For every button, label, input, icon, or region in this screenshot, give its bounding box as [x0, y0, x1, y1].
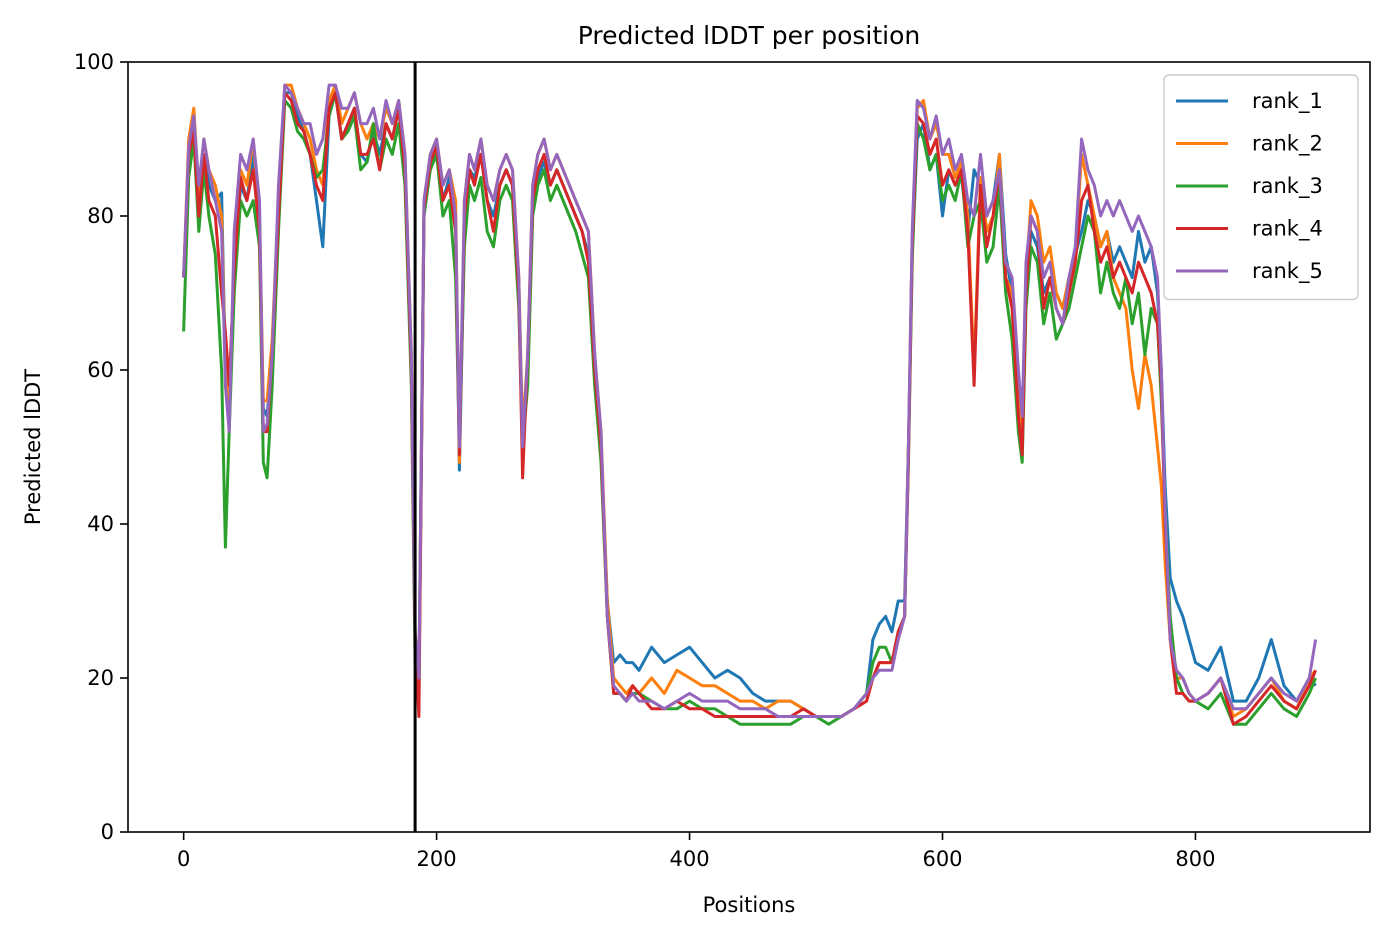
x-tick-label: 0 — [177, 847, 190, 871]
legend: rank_1 rank_2 rank_3 rank_4 rank_5 — [1163, 74, 1359, 301]
legend-label-rank-2: rank_2 — [1252, 132, 1323, 157]
series-line-rank-2 — [182, 83, 1317, 718]
y-tick-label: 80 — [87, 204, 114, 228]
y-tick-label: 20 — [87, 666, 114, 690]
y-axis-ticks: 0 20 40 60 80 100 — [74, 50, 128, 844]
x-tick-label: 800 — [1175, 847, 1215, 871]
y-tick-label: 0 — [101, 820, 114, 844]
x-tick-label: 600 — [922, 847, 962, 871]
legend-label-rank-4: rank_4 — [1252, 217, 1323, 242]
y-tick-label: 100 — [74, 50, 114, 74]
axes-frame — [127, 61, 1371, 833]
plot-lines — [182, 83, 1318, 726]
series-line-rank-5 — [182, 83, 1318, 718]
x-tick-label: 200 — [417, 847, 457, 871]
legend-box — [1163, 74, 1359, 301]
y-tick-label: 60 — [87, 358, 114, 382]
x-axis-ticks: 0 200 400 600 800 — [177, 832, 1216, 871]
y-tick-label: 40 — [87, 512, 114, 536]
legend-label-rank-1: rank_1 — [1252, 89, 1323, 114]
y-axis-title: Predicted lDDT — [21, 369, 45, 525]
x-axis-title: Positions — [703, 893, 796, 917]
legend-label-rank-3: rank_3 — [1252, 174, 1323, 199]
x-tick-label: 400 — [670, 847, 710, 871]
chart-title: Predicted lDDT per position — [578, 21, 920, 50]
legend-label-rank-5: rank_5 — [1252, 259, 1323, 284]
